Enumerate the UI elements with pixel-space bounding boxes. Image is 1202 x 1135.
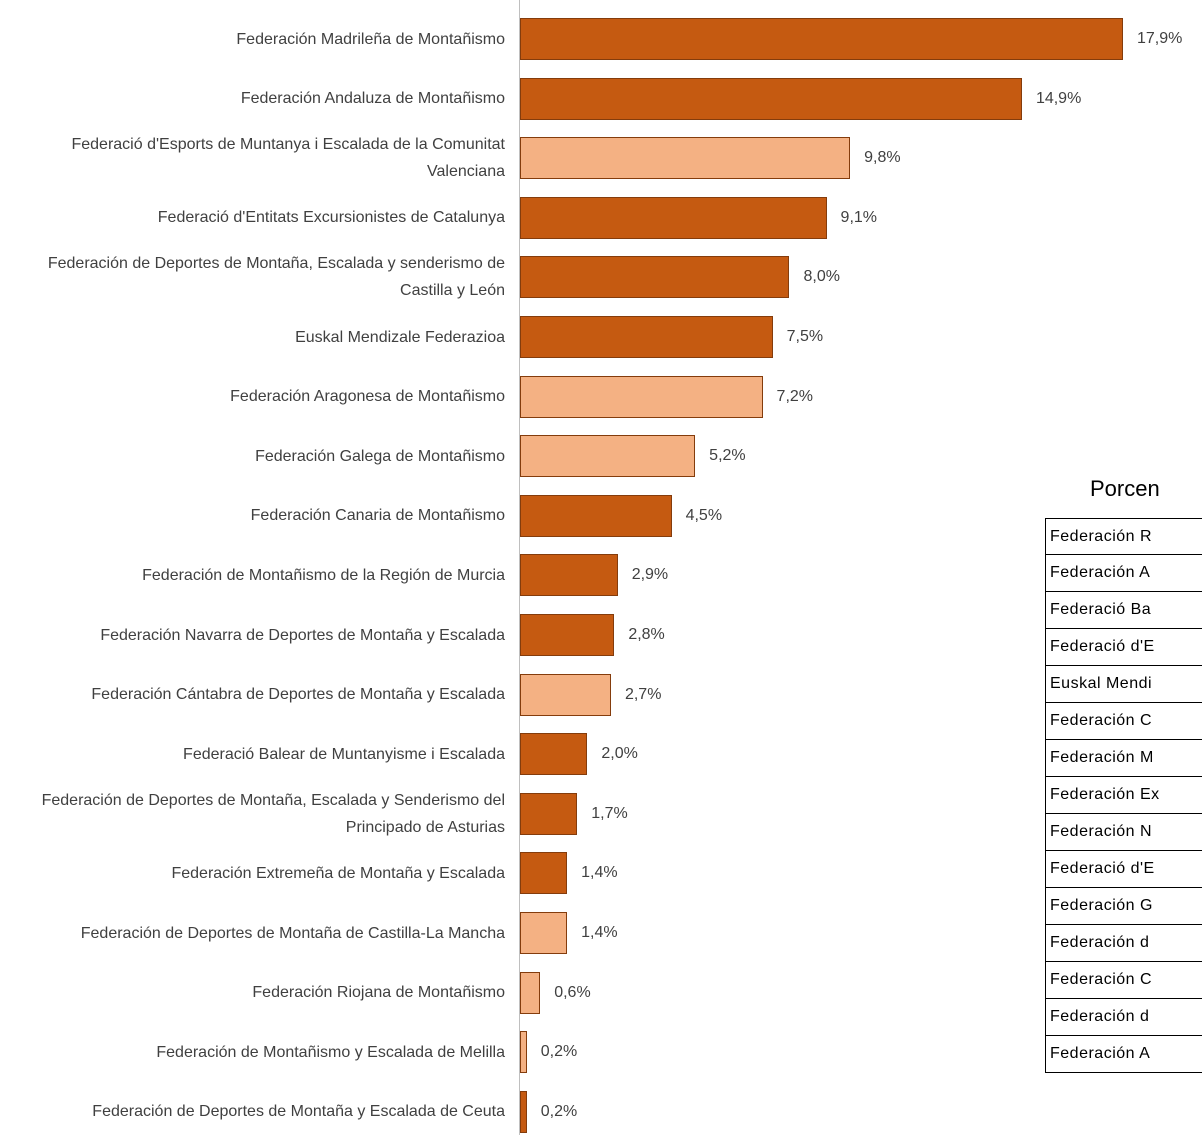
category-label: Federación de Deportes de Montaña, Escal… xyxy=(41,791,505,836)
table-row: Federación Ex xyxy=(1045,777,1202,814)
value-label: 1,4% xyxy=(581,864,618,882)
value-label: 1,4% xyxy=(581,924,618,941)
table-row: Federación A xyxy=(1045,1036,1202,1073)
value-label: 2,9% xyxy=(631,566,669,584)
table-row: Federación C xyxy=(1045,962,1202,999)
bar xyxy=(520,316,773,358)
table-row: Federación A xyxy=(1045,555,1202,592)
value-label: 2,8% xyxy=(628,626,665,643)
bar xyxy=(520,673,611,716)
bar xyxy=(520,733,588,776)
table-row: Federación R xyxy=(1045,518,1202,555)
table-row: Federación N xyxy=(1045,814,1202,851)
category-label: Federació d'Esports de Muntanya i Escala… xyxy=(71,136,505,181)
bar xyxy=(520,912,568,954)
bar xyxy=(520,554,618,597)
category-label: Federación Galega de Montañismo xyxy=(255,447,505,465)
bar xyxy=(520,196,827,239)
value-label: 7,2% xyxy=(776,387,814,405)
category-label: Federación Navarra de Deportes de Montañ… xyxy=(100,626,505,644)
bar xyxy=(520,375,763,418)
value-label: 7,5% xyxy=(786,328,824,345)
category-label: Federación Aragonesa de Montañismo xyxy=(230,388,505,406)
bar xyxy=(520,971,541,1014)
value-label: 14,9% xyxy=(1035,89,1082,107)
table-row: Federación G xyxy=(1045,888,1202,925)
table-row: Federación C xyxy=(1045,703,1202,740)
category-label: Federación de Deportes de Montaña, Escal… xyxy=(47,255,505,300)
category-label: Federació d'Entitats Excursionistes de C… xyxy=(157,209,505,227)
value-label: 0,2% xyxy=(540,1102,578,1120)
table-row: Federación M xyxy=(1045,740,1202,777)
bar xyxy=(520,1090,527,1133)
bar xyxy=(520,18,1123,60)
category-label: Federación Andaluza de Montañismo xyxy=(240,90,505,108)
value-label: 4,5% xyxy=(685,506,723,524)
table-title: Porcen xyxy=(1090,476,1160,501)
table: Federación R Federación A Federació Ba Fede… xyxy=(1045,518,1202,1073)
value-label: 2,0% xyxy=(601,745,638,763)
bar xyxy=(520,494,672,537)
bar xyxy=(520,852,568,895)
bar xyxy=(520,77,1022,120)
value-label: 8,0% xyxy=(803,268,840,286)
value-label: 0,6% xyxy=(554,983,591,1001)
table-row: Federació Ba xyxy=(1045,592,1202,629)
value-label: 9,8% xyxy=(864,149,901,167)
category-label: Euskal Mendizale Federazioa xyxy=(295,328,505,346)
bar xyxy=(520,256,790,299)
bar xyxy=(520,614,615,656)
table-row: Federació d'E xyxy=(1045,851,1202,888)
bar xyxy=(520,1031,527,1074)
category-label: Federación de Deportes de Montaña y Esca… xyxy=(92,1103,505,1121)
axis-line xyxy=(519,0,520,1135)
bar xyxy=(520,435,696,478)
table-row: Federación d xyxy=(1045,999,1202,1036)
table-row: Federació d'E xyxy=(1045,629,1202,666)
category-label: Federación de Montañismo y Escalada de M… xyxy=(156,1043,505,1061)
category-label: Federación Extremeña de Montaña y Escala… xyxy=(171,864,505,882)
table-row: Euskal Mendi xyxy=(1045,666,1202,703)
value-label: 5,2% xyxy=(709,447,746,465)
table-row: Federación d xyxy=(1045,925,1202,962)
bar xyxy=(520,137,851,180)
category-label: Federació Balear de Muntanyisme i Escala… xyxy=(183,745,505,763)
value-label: 2,7% xyxy=(624,685,662,703)
category-label: Federación Canaria de Montañismo xyxy=(250,507,505,525)
value-label: 17,9% xyxy=(1137,30,1183,47)
category-label: Federación de Deportes de Montaña de Cas… xyxy=(80,924,505,942)
value-label: 9,1% xyxy=(840,208,878,226)
value-label: 1,7% xyxy=(591,804,628,822)
value-label: 0,2% xyxy=(540,1043,578,1061)
category-label: Federación Cántabra de Deportes de Monta… xyxy=(91,686,505,704)
category-label: Federación de Montañismo de la Región de… xyxy=(142,566,505,584)
bar xyxy=(520,792,578,835)
category-label: Federación Riojana de Montañismo xyxy=(252,984,505,1002)
category-label: Federación Madrileña de Montañismo xyxy=(236,30,505,48)
